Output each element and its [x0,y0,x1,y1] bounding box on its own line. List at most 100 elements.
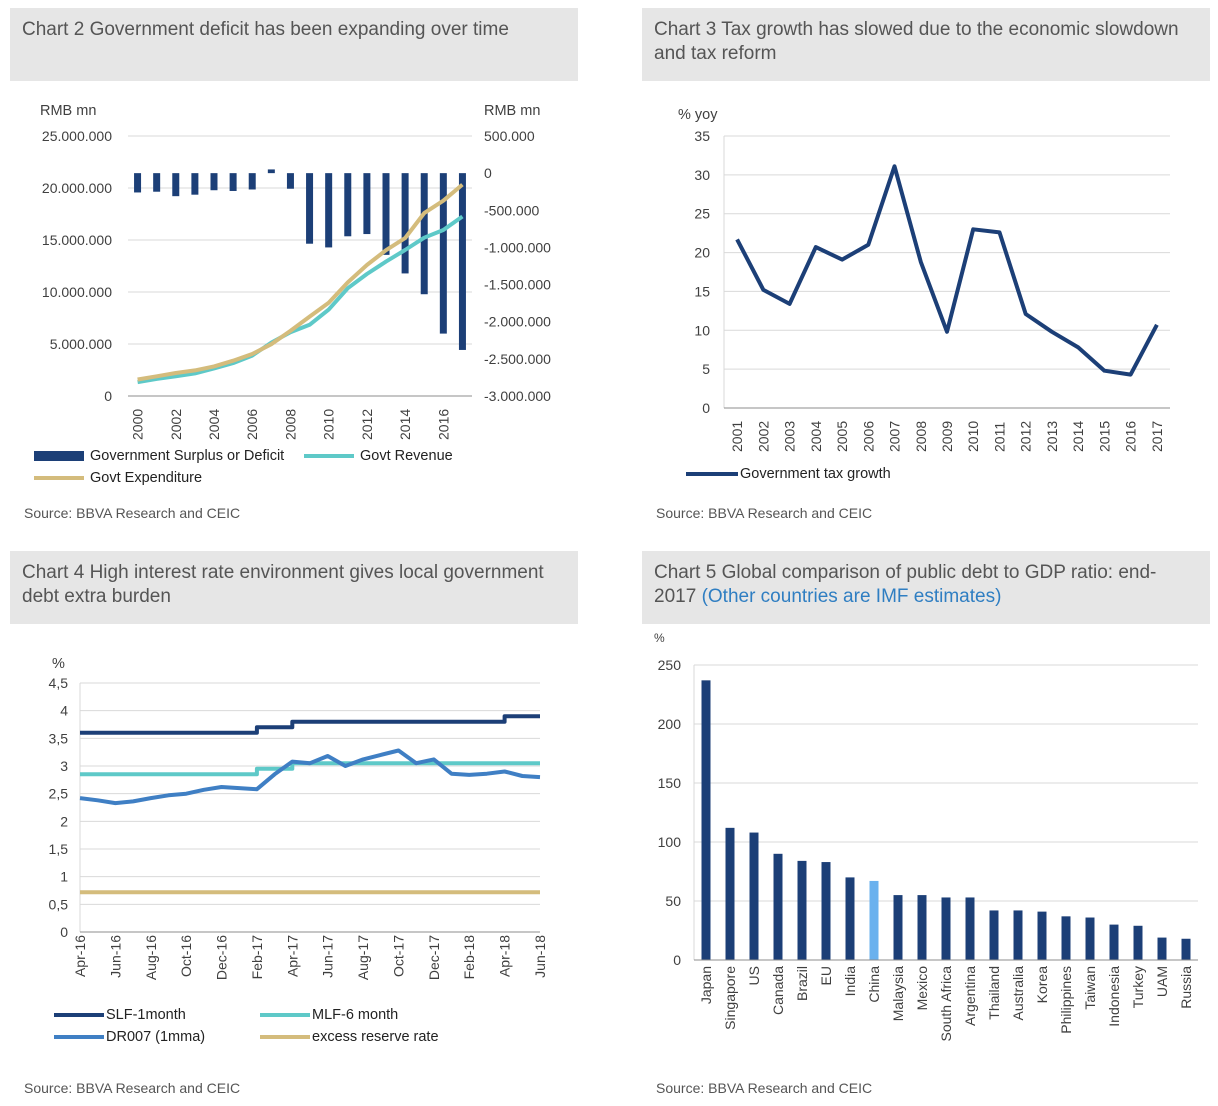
chart4-source: Source: BBVA Research and CEIC [24,1080,241,1096]
chart2-left-tick: 10.000.000 [42,284,112,300]
chart4-legend-mlf-label: MLF-6 month [312,1007,399,1023]
chart3-x-tick: 2008 [913,421,929,452]
chart5-bar-china [869,880,879,960]
chart5-x-tick: India [842,966,858,997]
chart2-right-unit: RMB mn [484,103,540,119]
chart3-legend-tax-swatch [686,472,738,476]
chart5-x-tick: China [866,966,882,1003]
chart2-legend-deficit-label: Government Surplus or Deficit [90,448,285,464]
chart3-x-tick: 2005 [834,421,850,452]
chart5-x-tick: Australia [1010,966,1026,1021]
chart2-left-unit: RMB mn [40,103,96,119]
chart2-legend-deficit: Government Surplus or Deficit [34,448,284,464]
chart2-deficit-bar [344,173,352,237]
chart2-legend-revenue-swatch [304,454,354,458]
chart5-bar-indonesia [1109,924,1119,960]
chart2-deficit-bar [229,173,237,191]
chart2-deficit-bar [134,173,142,193]
chart5-bar-japan [701,680,711,960]
chart2-legend-expenditure: Govt Expenditure [34,470,202,486]
chart3-x-tick: 2009 [939,421,955,452]
chart2-deficit-bar [172,173,180,197]
chart5-bar-india [845,877,855,960]
chart4-x-tick: Dec-16 [214,935,230,980]
chart2-deficit-bar [306,173,314,244]
chart5-bar-mexico [917,895,927,960]
chart5-bar-korea [1037,911,1047,960]
chart4-y-unit: % [52,656,65,672]
chart2-x-tick: 2014 [397,409,413,440]
chart2-deficit-bar [248,173,256,190]
chart5-source: Source: BBVA Research and CEIC [656,1080,873,1096]
chart4-y-tick: 2,5 [49,786,69,802]
chart4-y-tick: 0 [60,924,68,940]
chart3-x-tick: 2004 [808,421,824,452]
chart5-panel: Chart 5 Global comparison of public debt… [642,551,1210,1103]
chart2-deficit-bar [458,173,466,350]
chart5-x-tick: Japan [698,966,714,1004]
chart2-right-tick: -2.000.000 [484,314,551,330]
chart4-x-tick: Feb-18 [461,935,477,980]
chart4-y-tick: 4,5 [49,675,69,691]
chart2-legend-expenditure-label: Govt Expenditure [90,470,203,486]
chart4-x-tick: Jun-16 [107,935,123,978]
chart5-x-tick: UAM [1154,966,1170,997]
chart5-y-tick: 150 [658,775,682,791]
chart2-legend-revenue: Govt Revenue [304,448,453,464]
chart2-deficit-bar [267,169,275,174]
chart4-x-tick: Jun-17 [320,935,336,978]
chart4-x-tick: Dec-17 [426,935,442,980]
chart2-source: Source: BBVA Research and CEIC [24,505,241,521]
chart2-left-tick: 20.000.000 [42,180,112,196]
chart4-legend-mlf-swatch [260,1013,310,1017]
chart3-y-tick: 30 [694,167,710,183]
chart5-x-tick: Philippines [1058,966,1074,1034]
chart4-x-tick: Aug-16 [143,935,159,980]
chart5-bar-eu [821,862,831,960]
chart2-legend: Government Surplus or Deficit Govt Reven… [10,448,578,498]
chart3-x-tick: 2017 [1149,421,1165,452]
chart2-legend-deficit-swatch [34,451,84,461]
chart3-title: Chart 3 Tax growth has slowed due to the… [642,8,1210,81]
chart5-x-tick: US [746,966,762,985]
chart5-title-note: (Other countries are IMF estimates) [701,586,1002,607]
chart3-y-unit: % yoy [678,107,718,123]
chart2-legend-revenue-label: Govt Revenue [360,448,453,464]
chart5-y-tick: 250 [658,657,682,673]
chart5-x-tick: EU [818,966,834,985]
chart2-x-tick: 2010 [321,409,337,440]
chart2-x-tick: 2000 [130,409,146,440]
chart4-title: Chart 4 High interest rate environment g… [10,551,578,624]
chart5-x-tick: Canada [770,966,786,1015]
chart5-bar-uam [1157,937,1167,960]
chart5-x-tick: Argentina [962,966,978,1026]
chart5-x-tick: Indonesia [1106,966,1122,1027]
chart5-y-tick: 50 [665,893,681,909]
chart2-right-tick: -1.500.000 [484,277,551,293]
chart2-deficit-bar [286,173,294,189]
chart4-legend-slf-swatch [54,1013,104,1017]
chart5-bar-malaysia [893,895,903,960]
chart3-y-tick: 0 [702,400,710,416]
chart3-legend-tax: Government tax growth [686,466,891,482]
chart5-x-tick: Korea [1034,966,1050,1004]
chart4-legend-excess: excess reserve rate [260,1029,439,1045]
chart3-x-tick: 2001 [729,421,745,452]
chart5-x-tick: Brazil [794,966,810,1001]
chart3-x-tick: 2007 [887,421,903,452]
chart4-legend-slf: SLF-1month [54,1007,186,1023]
chart3-x-tick: 2012 [1018,421,1034,452]
chart2-title: Chart 2 Government deficit has been expa… [10,8,578,81]
chart5-bar-thailand [989,910,999,960]
chart2-deficit-bar [325,173,333,248]
chart2-right-tick: 0 [484,165,492,181]
chart3-x-tick: 2010 [965,421,981,452]
chart5-bar-us [749,832,759,960]
chart4-legend-dr007-label: DR007 (1mma) [106,1029,206,1045]
chart4-y-tick: 4 [60,703,68,719]
chart4-slf-line [80,714,540,735]
chart2-right-tick: -500.000 [484,202,539,218]
chart4-legend-dr007-swatch [54,1035,104,1039]
